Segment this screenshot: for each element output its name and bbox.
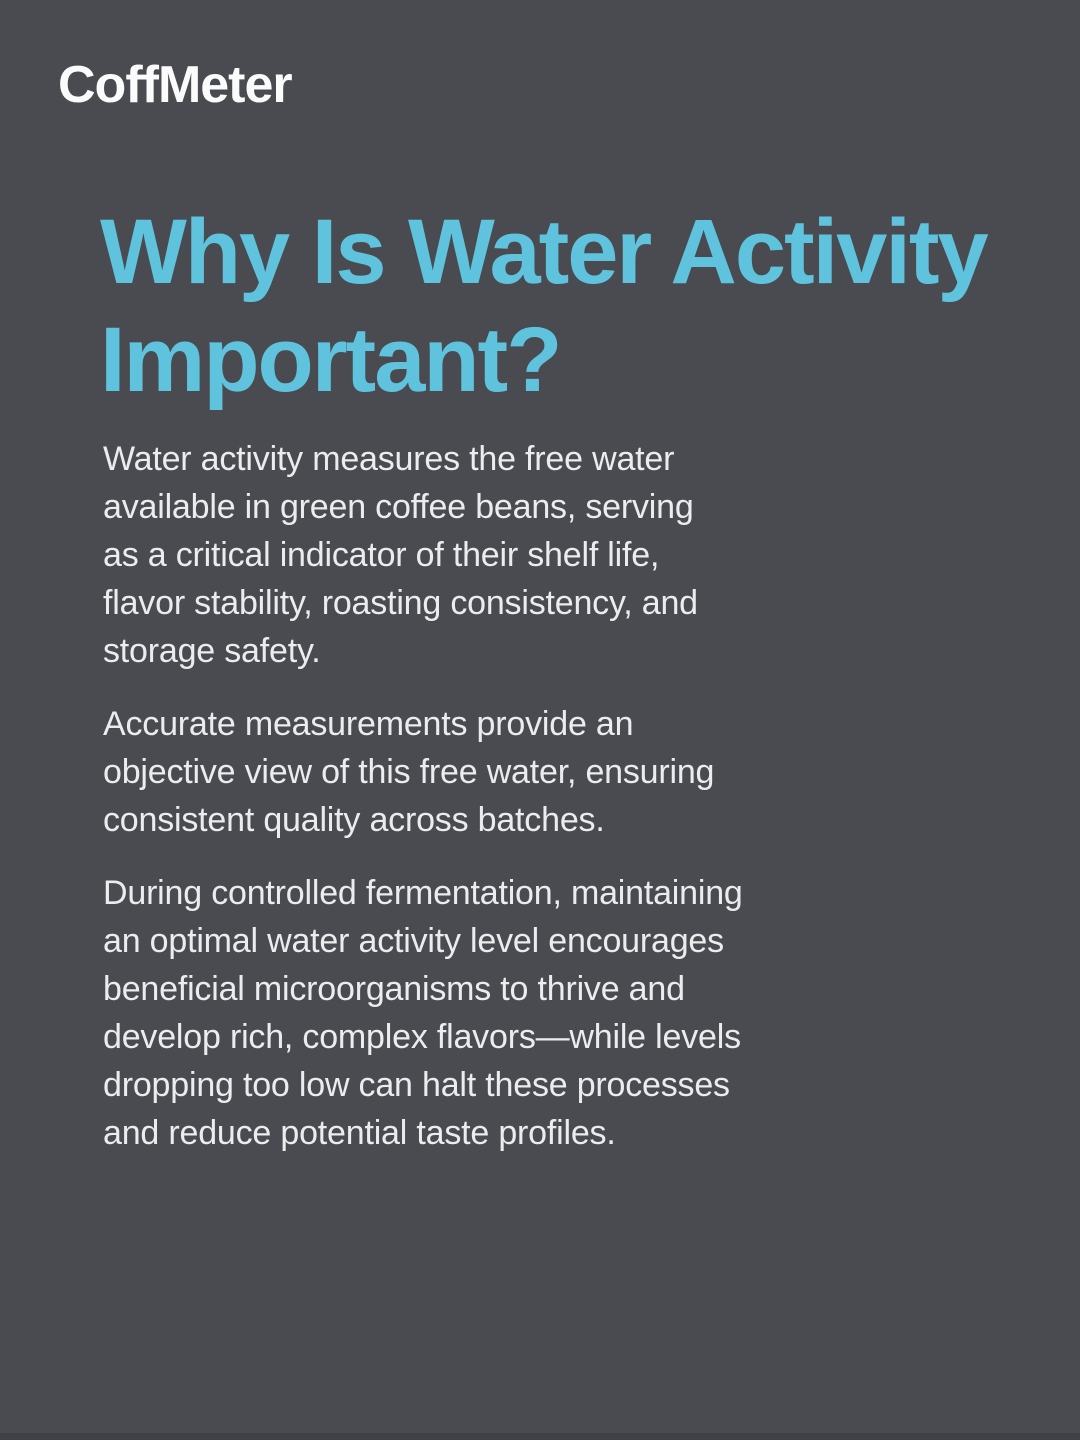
bottom-edge-divider: [0, 1433, 1080, 1440]
page-title: Why Is Water Activity Important?: [100, 201, 989, 411]
brand-logo: CoffMeter: [58, 56, 293, 114]
paragraph-controlled-fermentation: During controlled fermentation, maintain…: [103, 874, 743, 1152]
paragraph-water-activity-definition: Water activity measures the free water a…: [103, 440, 698, 670]
paragraph-accurate-measurements: Accurate measurements provide an objecti…: [103, 705, 715, 839]
body-text-block: Water activity measures the free water a…: [103, 435, 1013, 1182]
